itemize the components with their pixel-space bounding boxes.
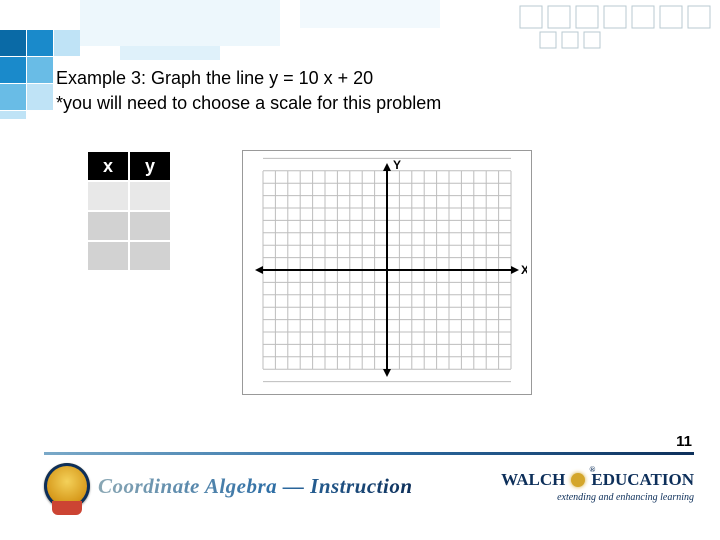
coordinate-plane-svg: XY (247, 155, 527, 385)
body-row: x y XY (56, 150, 690, 395)
xy-table: x y (86, 150, 172, 272)
cell-x-1 (87, 211, 129, 241)
footer-brand: WALCH EDUCATION extending and enhancing … (501, 470, 694, 503)
col-y-header: y (129, 151, 171, 181)
footer-divider (44, 452, 694, 455)
cell-y-2 (129, 241, 171, 271)
cell-y-0 (129, 181, 171, 211)
svg-text:Y: Y (393, 158, 401, 172)
common-core-badge-icon (44, 463, 90, 509)
course-title: Coordinate Algebra — Instruction (98, 474, 413, 499)
cell-x-2 (87, 241, 129, 271)
table-row (87, 181, 171, 211)
sun-icon (571, 473, 585, 487)
walch-logo: WALCH EDUCATION (501, 470, 694, 490)
problem-title: Example 3: Graph the line y = 10 x + 20 (56, 66, 690, 91)
brand-left: WALCH (501, 470, 565, 490)
brand-right: EDUCATION (591, 470, 694, 490)
brand-tagline: extending and enhancing learning (501, 492, 694, 503)
table-row (87, 241, 171, 271)
problem-note: *you will need to choose a scale for thi… (56, 91, 690, 116)
svg-text:X: X (521, 263, 527, 277)
cell-y-1 (129, 211, 171, 241)
footer: Coordinate Algebra — Instruction WALCH E… (44, 458, 694, 514)
slide-content: Example 3: Graph the line y = 10 x + 20 … (56, 66, 690, 395)
col-x-header: x (87, 151, 129, 181)
cell-x-0 (87, 181, 129, 211)
table-header-row: x y (87, 151, 171, 181)
page-number: 11 (676, 433, 692, 450)
coordinate-plane: XY (242, 150, 532, 395)
table-row (87, 211, 171, 241)
